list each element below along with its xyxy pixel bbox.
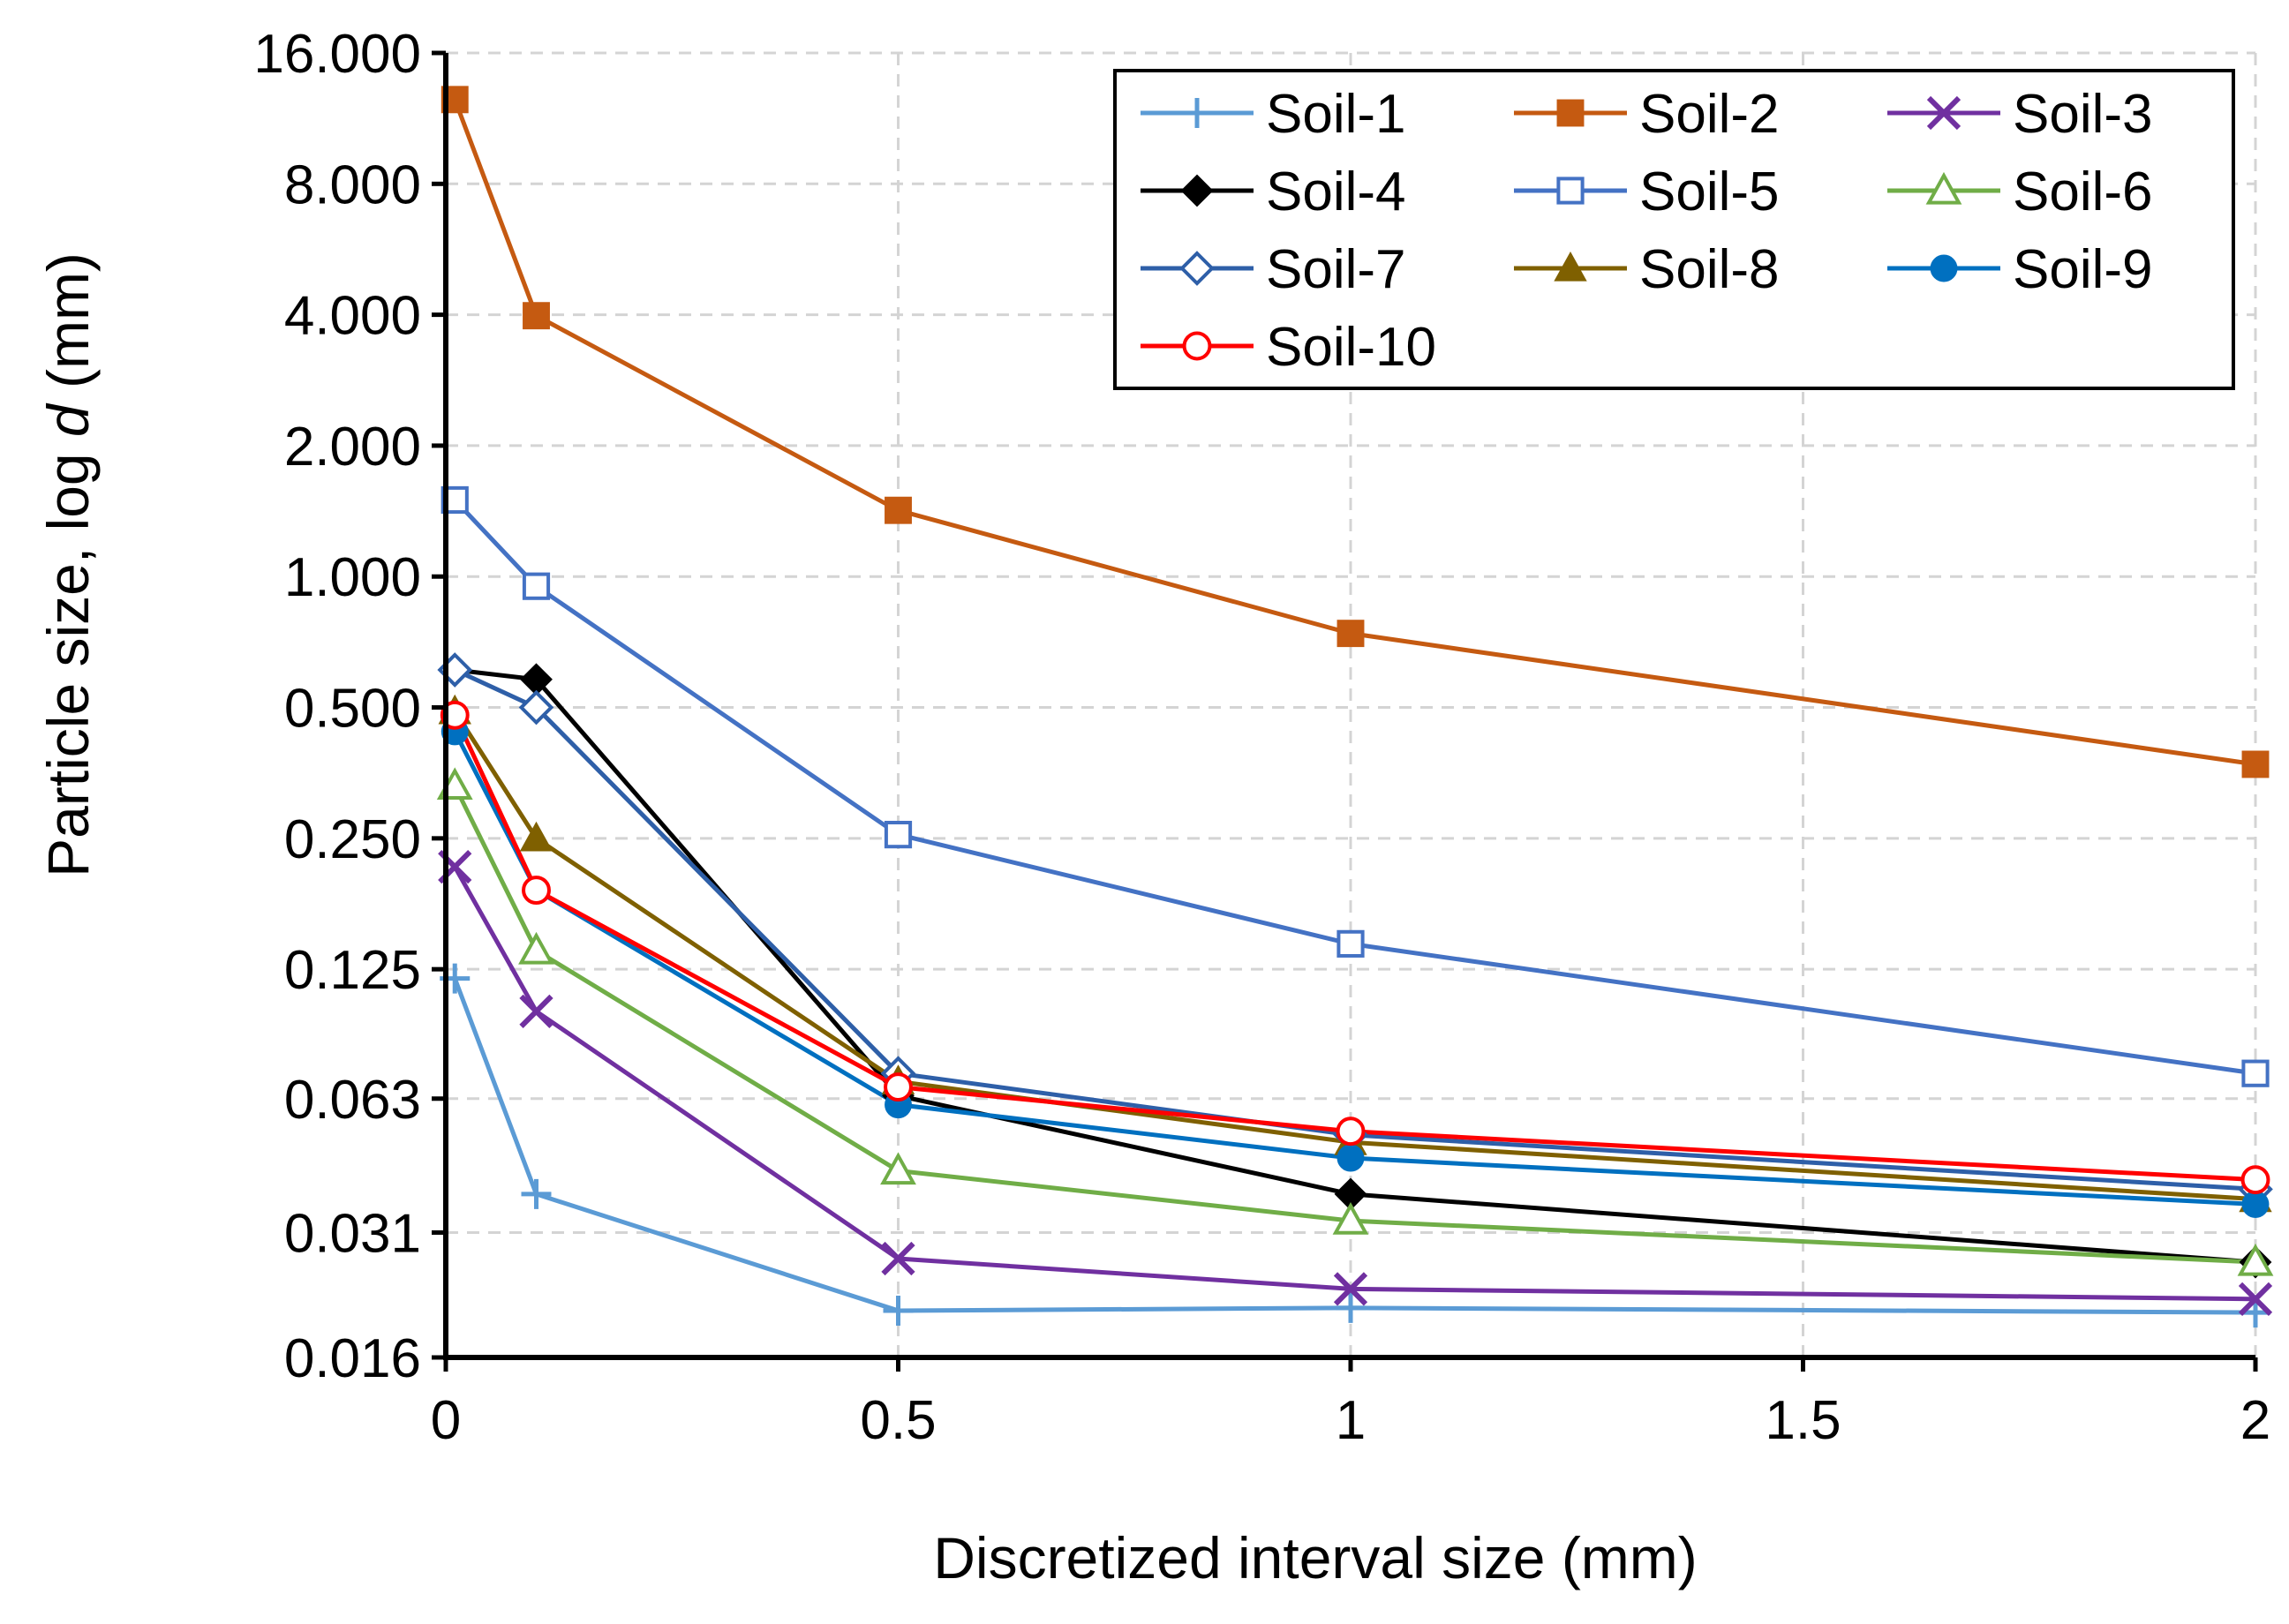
data-point-soil-1 xyxy=(521,1178,552,1209)
y-axis-title-suffix: (mm) xyxy=(35,252,101,404)
y-axis-title-variable: d xyxy=(35,402,101,437)
y-tick-label: 0.016 xyxy=(284,1328,421,1389)
data-point-soil-3 xyxy=(519,994,553,1029)
data-point-soil-3 xyxy=(1333,1272,1368,1306)
data-point-soil-9 xyxy=(2241,1191,2270,1218)
legend-entry-soil-3: Soil-3 xyxy=(1887,84,2153,145)
legend-label: Soil-8 xyxy=(1639,239,1780,300)
data-point-soil-6 xyxy=(2237,1243,2274,1276)
legend-label: Soil-10 xyxy=(1266,317,1436,378)
data-point-soil-5 xyxy=(522,572,551,600)
data-point-soil-6 xyxy=(518,931,554,965)
y-tick-label: 16.000 xyxy=(253,24,421,85)
legend-swatch-marker xyxy=(1182,331,1212,361)
legend-entry-soil-8: Soil-8 xyxy=(1514,239,1780,300)
data-point-soil-8 xyxy=(519,821,553,852)
legend-entry-soil-7: Soil-7 xyxy=(1141,239,1406,300)
data-point-soil-1 xyxy=(883,1295,914,1326)
y-axis-tick-labels: 0.016 0.031 0.063 0.125 0.250 0.500 1.000 2.000… xyxy=(253,24,421,1389)
legend-swatch-marker xyxy=(1556,99,1585,127)
data-point-soil-10 xyxy=(884,1072,913,1102)
legend-label: Soil-9 xyxy=(2013,239,2153,300)
y-tick-label: 0.125 xyxy=(284,940,421,1001)
data-point-soil-2 xyxy=(2241,750,2270,778)
legend-label: Soil-3 xyxy=(2013,84,2153,145)
y-tick-label: 4.000 xyxy=(284,286,421,347)
legend-entry-soil-1: Soil-1 xyxy=(1141,84,1406,145)
y-tick-label: 0.031 xyxy=(284,1203,421,1264)
legend-entry-soil-10: Soil-10 xyxy=(1141,317,1436,378)
x-axis-tick-labels: 0 0.5 1 1.5 2 xyxy=(431,1390,2270,1451)
y-tick-label: 8.000 xyxy=(284,154,421,215)
series-line-soil-7 xyxy=(454,667,2256,1192)
data-point-soil-10 xyxy=(440,700,470,730)
x-tick-label: 2 xyxy=(2240,1390,2270,1451)
legend: Soil-1 Soil-2 Soil-3 Soil-4 Soil-5 Soil-6 Soil… xyxy=(1113,69,2235,390)
data-point-soil-6 xyxy=(880,1152,916,1185)
data-point-soil-7 xyxy=(518,689,554,726)
y-tick-label: 0.063 xyxy=(284,1070,421,1131)
y-tick-label: 1.000 xyxy=(284,547,421,608)
data-point-soil-2 xyxy=(523,302,550,330)
legend-swatch-marker xyxy=(1180,174,1214,207)
y-tick-label: 0.500 xyxy=(284,679,421,740)
data-point-soil-10 xyxy=(522,876,551,906)
y-tick-label: 2.000 xyxy=(284,417,421,477)
legend-label: Soil-1 xyxy=(1266,84,1406,145)
legend-entry-soil-6: Soil-6 xyxy=(1887,162,2153,222)
axes xyxy=(432,50,2258,1372)
data-point-soil-5 xyxy=(2241,1059,2270,1087)
legend-entry-soil-5: Soil-5 xyxy=(1514,162,1780,222)
legend-swatch-marker xyxy=(1930,254,1958,282)
legend-swatch-marker xyxy=(1179,251,1215,286)
data-point-soil-6 xyxy=(1332,1201,1369,1235)
data-point-soil-3 xyxy=(881,1241,915,1276)
legend-label: Soil-6 xyxy=(2013,162,2153,222)
data-point-soil-10 xyxy=(2240,1165,2270,1195)
legend-box xyxy=(1113,69,2235,390)
y-axis-title-prefix: Particle size, log xyxy=(35,437,101,877)
series-line-soil-5 xyxy=(453,498,2256,1076)
legend-entries: Soil-1 Soil-2 Soil-3 Soil-4 Soil-5 Soil-6 Soil… xyxy=(1141,84,2153,378)
data-point-soil-2 xyxy=(1337,620,1365,648)
x-tick-label: 1 xyxy=(1336,1390,1366,1451)
legend-swatch-marker xyxy=(1554,251,1587,282)
x-tick-label: 0.5 xyxy=(860,1390,936,1451)
legend-entry-soil-4: Soil-4 xyxy=(1141,162,1406,222)
y-axis-title: Particle size, log d (mm) xyxy=(35,252,101,877)
legend-swatch-marker xyxy=(1925,171,1962,205)
legend-swatch-marker xyxy=(1926,95,1961,131)
x-tick-label: 0 xyxy=(431,1390,461,1451)
data-point-soil-3 xyxy=(2238,1282,2273,1316)
data-point-soil-5 xyxy=(884,821,913,849)
data-point-soil-9 xyxy=(1337,1144,1365,1172)
data-point-soil-5 xyxy=(1337,929,1365,958)
legend-label: Soil-4 xyxy=(1266,162,1406,222)
data-point-soil-10 xyxy=(1336,1116,1366,1147)
legend-swatch-marker xyxy=(1182,98,1212,128)
data-point-soil-1 xyxy=(1336,1292,1366,1323)
legend-label: Soil-2 xyxy=(1639,84,1780,145)
y-tick-label: 0.250 xyxy=(284,809,421,870)
legend-label: Soil-5 xyxy=(1639,162,1780,222)
data-point-soil-2 xyxy=(885,496,912,524)
x-tick-label: 1.5 xyxy=(1765,1390,1841,1451)
legend-label: Soil-7 xyxy=(1266,239,1406,300)
legend-entry-soil-2: Soil-2 xyxy=(1514,84,1780,145)
x-axis-title: Discretized interval size (mm) xyxy=(933,1525,1697,1590)
legend-entry-soil-9: Soil-9 xyxy=(1887,239,2153,300)
legend-swatch-marker xyxy=(1556,177,1585,205)
